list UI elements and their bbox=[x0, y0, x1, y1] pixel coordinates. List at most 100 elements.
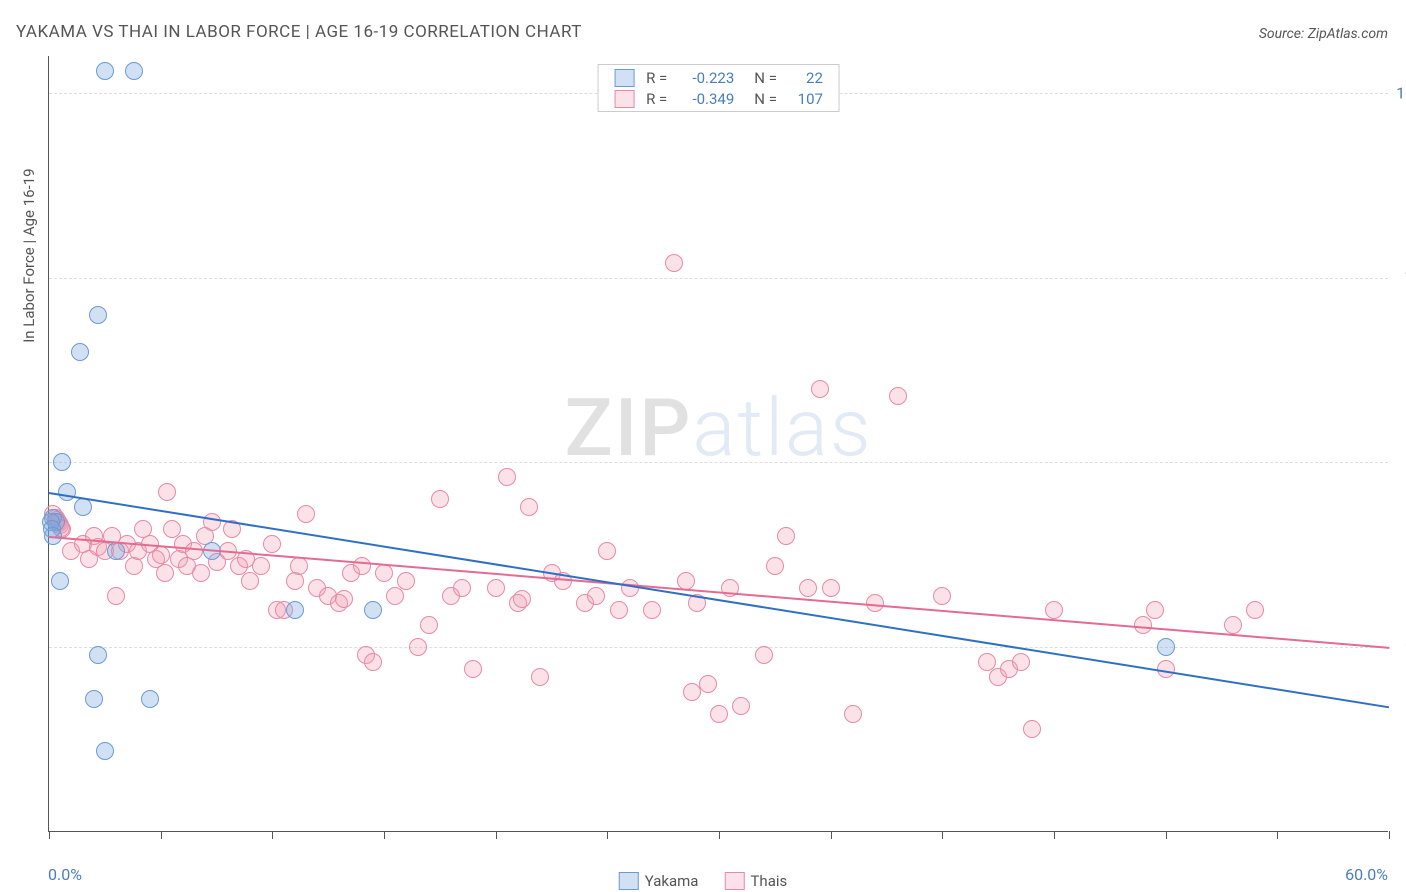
thai-point bbox=[375, 564, 393, 582]
thai-point bbox=[353, 557, 371, 575]
thai-point bbox=[710, 705, 728, 723]
thai-point bbox=[822, 579, 840, 597]
legend-row-thai: R = -0.349 N = 107 bbox=[608, 88, 829, 109]
thai-point bbox=[158, 483, 176, 501]
thai-point bbox=[677, 572, 695, 590]
thai-point bbox=[643, 601, 661, 619]
watermark: ZIPatlas bbox=[565, 381, 873, 475]
thai-point bbox=[420, 616, 438, 634]
x-tick bbox=[161, 831, 162, 839]
yakama-point bbox=[141, 690, 159, 708]
thai-swatch-icon bbox=[724, 872, 744, 890]
r-value-thai: -0.349 bbox=[673, 88, 740, 109]
r-label: R = bbox=[640, 67, 673, 88]
thai-point bbox=[386, 587, 404, 605]
thai-point bbox=[587, 587, 605, 605]
n-label: N = bbox=[740, 67, 783, 88]
y-tick-label: 75.0% bbox=[1393, 268, 1406, 287]
thai-point bbox=[487, 579, 505, 597]
watermark-zip: ZIP bbox=[565, 381, 693, 475]
plot-area: ZIPatlas R = -0.223 N = 22 R = -0.349 N … bbox=[48, 56, 1388, 832]
chart-title: YAKAMA VS THAI IN LABOR FORCE | AGE 16-1… bbox=[16, 22, 582, 42]
legend-label-thai: Thais bbox=[750, 872, 787, 890]
thai-point bbox=[610, 601, 628, 619]
yakama-point bbox=[286, 601, 304, 619]
thai-point bbox=[699, 675, 717, 693]
thai-point bbox=[665, 254, 683, 272]
x-tick bbox=[1054, 831, 1055, 839]
yakama-point bbox=[58, 483, 76, 501]
thai-swatch-icon bbox=[614, 90, 634, 108]
yakama-point bbox=[125, 62, 143, 80]
thai-point bbox=[889, 387, 907, 405]
thai-point bbox=[513, 590, 531, 608]
thai-point bbox=[241, 572, 259, 590]
thai-point bbox=[1146, 601, 1164, 619]
yakama-swatch-icon bbox=[619, 872, 639, 890]
y-tick-label: 50.0% bbox=[1393, 453, 1406, 472]
x-tick bbox=[384, 831, 385, 839]
thai-point bbox=[844, 705, 862, 723]
thai-point bbox=[297, 505, 315, 523]
x-axis-max-label: 60.0% bbox=[1345, 865, 1388, 884]
x-tick bbox=[496, 831, 497, 839]
thai-point bbox=[1224, 616, 1242, 634]
source-label: Source: ZipAtlas.com bbox=[1259, 26, 1388, 42]
yakama-point bbox=[96, 742, 114, 760]
yakama-point bbox=[53, 453, 71, 471]
thai-point bbox=[1023, 720, 1041, 738]
thai-point bbox=[252, 557, 270, 575]
thai-point bbox=[755, 646, 773, 664]
gridline bbox=[49, 647, 1388, 648]
yakama-trendline bbox=[49, 492, 1389, 708]
yakama-point bbox=[85, 690, 103, 708]
thai-point bbox=[732, 697, 750, 715]
x-tick bbox=[719, 831, 720, 839]
x-axis-min-label: 0.0% bbox=[48, 865, 82, 884]
thai-point bbox=[520, 498, 538, 516]
x-tick bbox=[607, 831, 608, 839]
series-legend: Yakama Thais bbox=[619, 872, 787, 890]
thai-point bbox=[409, 638, 427, 656]
x-tick bbox=[272, 831, 273, 839]
x-tick bbox=[1277, 831, 1278, 839]
thai-point bbox=[453, 579, 471, 597]
thai-point bbox=[431, 490, 449, 508]
thai-point bbox=[1246, 601, 1264, 619]
legend-row-yakama: R = -0.223 N = 22 bbox=[608, 67, 829, 88]
thai-point bbox=[335, 590, 353, 608]
thai-point bbox=[531, 668, 549, 686]
correlation-legend: R = -0.223 N = 22 R = -0.349 N = 107 bbox=[597, 64, 840, 112]
r-label: R = bbox=[640, 88, 673, 109]
y-tick-label: 25.0% bbox=[1393, 638, 1406, 657]
n-value-thai: 107 bbox=[783, 88, 829, 109]
yakama-point bbox=[1157, 638, 1175, 656]
yakama-point bbox=[51, 572, 69, 590]
thai-point bbox=[766, 557, 784, 575]
legend-item-thai: Thais bbox=[724, 872, 787, 890]
gridline bbox=[49, 462, 1388, 463]
thai-point bbox=[777, 527, 795, 545]
yakama-point bbox=[96, 62, 114, 80]
yakama-swatch-icon bbox=[614, 69, 634, 87]
thai-point bbox=[933, 587, 951, 605]
y-tick-label: 100.0% bbox=[1393, 83, 1406, 102]
thai-point bbox=[192, 564, 210, 582]
legend-item-yakama: Yakama bbox=[619, 872, 699, 890]
thai-point bbox=[290, 557, 308, 575]
thai-trendline bbox=[49, 536, 1389, 649]
x-tick bbox=[1389, 831, 1390, 839]
r-value-yakama: -0.223 bbox=[673, 67, 740, 88]
thai-point bbox=[263, 535, 281, 553]
thai-point bbox=[203, 513, 221, 531]
thai-point bbox=[152, 546, 170, 564]
gridline bbox=[49, 278, 1388, 279]
yakama-point bbox=[89, 306, 107, 324]
yakama-point bbox=[71, 343, 89, 361]
n-label: N = bbox=[740, 88, 783, 109]
thai-point bbox=[185, 542, 203, 560]
n-value-yakama: 22 bbox=[783, 67, 829, 88]
thai-point bbox=[498, 468, 516, 486]
x-tick bbox=[942, 831, 943, 839]
correlation-table: R = -0.223 N = 22 R = -0.349 N = 107 bbox=[608, 67, 829, 109]
